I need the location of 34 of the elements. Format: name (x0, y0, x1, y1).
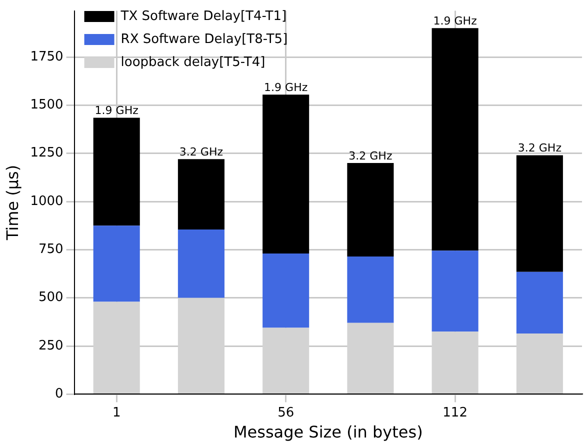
x-tick-label: 56 (278, 405, 294, 420)
y-tick-label: 500 (38, 290, 64, 306)
bar (432, 250, 478, 332)
y-tick-label: 0 (55, 386, 64, 402)
bar (516, 272, 563, 334)
y-tick-label: 1750 (30, 49, 64, 64)
annotation: 3.2 GHz (518, 142, 562, 155)
annotation: 1.9 GHz (264, 80, 308, 94)
bar (432, 28, 478, 251)
x-tick-label: 112 (442, 405, 468, 420)
bar (93, 118, 140, 226)
bar (93, 226, 140, 302)
bar (516, 155, 563, 272)
y-axis-title: Time (μs) (2, 164, 22, 242)
annotation: 1.9 GHz (433, 14, 478, 28)
x-tick-label: 1 (112, 405, 121, 420)
bar (262, 254, 310, 328)
legend-label: RX Software Delay[T8-T5] (120, 32, 288, 47)
y-tick-label: 250 (38, 338, 64, 354)
legend-label: TX Software Delay[T4-T1] (120, 8, 287, 24)
bar (262, 94, 310, 254)
annotation: 1.9 GHz (94, 104, 139, 118)
x-axis-title: Message Size (in bytes) (233, 422, 423, 442)
annotation: 3.2 GHz (348, 149, 392, 162)
bar (178, 159, 224, 230)
y-tick-label: 750 (38, 242, 64, 258)
legend-label: loopback delay[T5-T4] (120, 54, 266, 70)
bar (347, 256, 394, 323)
y-tick-label: 1250 (30, 146, 64, 161)
bar (347, 163, 394, 256)
y-tick-label: 1000 (30, 194, 64, 209)
y-tick-label: 1500 (30, 98, 64, 113)
bar (178, 229, 224, 298)
annotation: 3.2 GHz (179, 146, 224, 159)
